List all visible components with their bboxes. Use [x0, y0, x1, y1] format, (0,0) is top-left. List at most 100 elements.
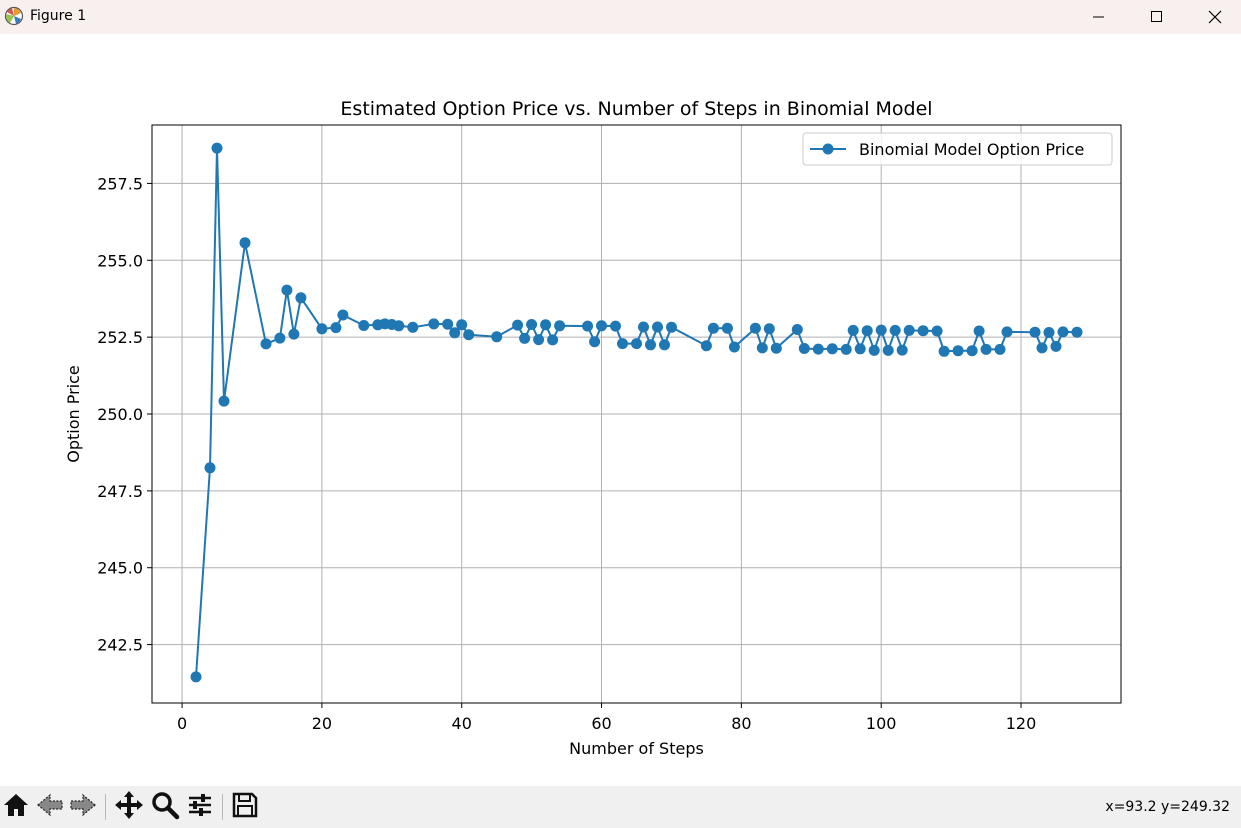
- data-point: [1057, 326, 1069, 338]
- toolbar-separator: [105, 794, 106, 820]
- data-point: [596, 320, 607, 332]
- data-point: [812, 343, 824, 355]
- data-point: [239, 237, 251, 249]
- x-tick-label: 120: [1006, 714, 1037, 733]
- data-point: [659, 339, 670, 351]
- data-point: [861, 325, 873, 337]
- data-point: [980, 343, 992, 355]
- data-point: [554, 320, 566, 332]
- home-button[interactable]: [0, 791, 32, 823]
- data-point: [617, 338, 628, 350]
- chart-svg: 0 20 40 60 80 100 120 242.5 245.0 247.5 250.0 252.…: [64, 98, 1122, 758]
- data-point: [666, 321, 677, 333]
- data-point: [868, 344, 880, 356]
- data-point: [288, 328, 300, 340]
- data-point: [889, 324, 901, 336]
- zoom-button[interactable]: [149, 791, 181, 823]
- legend-label: Binomial Model Option Price: [859, 140, 1084, 159]
- close-icon: [1208, 10, 1222, 24]
- data-point: [638, 321, 649, 333]
- data-point: [847, 324, 859, 336]
- x-tick-label: 100: [866, 714, 897, 733]
- data-point: [519, 332, 531, 344]
- data-point: [728, 341, 740, 353]
- data-point: [931, 325, 943, 337]
- data-point: [428, 318, 440, 330]
- data-point: [763, 323, 775, 335]
- data-point: [449, 327, 461, 339]
- data-point: [770, 342, 782, 354]
- data-point: [512, 319, 524, 331]
- data-point: [526, 319, 538, 330]
- data-point: [211, 142, 223, 154]
- maximize-button[interactable]: [1128, 0, 1186, 34]
- data-point: [756, 342, 768, 354]
- series-layer: [190, 142, 1083, 683]
- data-point: [330, 322, 342, 334]
- data-point: [610, 320, 621, 332]
- pan-button[interactable]: [113, 791, 145, 823]
- save-button[interactable]: [229, 791, 261, 823]
- data-point: [882, 344, 894, 356]
- legend: Binomial Model Option Price: [802, 132, 1113, 166]
- data-point: [721, 322, 733, 334]
- data-point: [707, 322, 719, 334]
- x-tick-label: 0: [177, 714, 187, 733]
- data-point: [994, 343, 1006, 355]
- window-title: Figure 1: [30, 8, 87, 24]
- data-point: [547, 334, 559, 346]
- data-point: [1001, 326, 1013, 338]
- data-point: [652, 321, 663, 333]
- figure-canvas[interactable]: 0 20 40 60 80 100 120 242.5 245.0 247.5 250.0 252.…: [0, 34, 1241, 786]
- data-point: [938, 345, 950, 357]
- data-point: [896, 344, 908, 356]
- x-tick-label: 40: [452, 714, 472, 733]
- cursor-coordinates: x=93.2 y=249.32: [1105, 799, 1230, 815]
- data-point: [190, 671, 202, 683]
- series-line: [195, 147, 1078, 677]
- grid-lines: [152, 125, 1121, 703]
- data-point: [491, 331, 503, 343]
- minimize-button[interactable]: [1070, 0, 1128, 34]
- data-point: [204, 462, 216, 474]
- data-point: [645, 339, 656, 351]
- chart-title: Estimated Option Price vs. Number of Ste…: [340, 98, 932, 120]
- data-point: [1071, 326, 1083, 338]
- x-tick-label: 60: [591, 714, 611, 733]
- toolbar-separator: [222, 794, 223, 820]
- y-tick-label: 255.0: [97, 251, 143, 270]
- back-icon: [36, 791, 64, 823]
- data-point: [540, 319, 552, 331]
- data-point: [840, 343, 852, 355]
- y-tick-label: 257.5: [97, 174, 143, 193]
- back-button[interactable]: [34, 791, 66, 823]
- legend-marker: [822, 143, 834, 155]
- data-point: [337, 309, 349, 321]
- forward-button[interactable]: [67, 791, 99, 823]
- data-point: [316, 323, 328, 335]
- data-point: [582, 320, 594, 332]
- y-tick-label: 252.5: [97, 328, 143, 347]
- forward-icon: [69, 791, 97, 823]
- data-point: [952, 345, 964, 357]
- close-button[interactable]: [1186, 0, 1241, 34]
- data-point: [533, 334, 545, 346]
- data-point: [1050, 340, 1062, 352]
- zoom-icon: [150, 790, 180, 824]
- data-point: [903, 324, 915, 336]
- data-point: [1036, 342, 1048, 354]
- x-tick-label: 20: [312, 714, 332, 733]
- data-point: [854, 343, 866, 355]
- data-point: [1043, 327, 1055, 338]
- home-icon: [2, 791, 30, 823]
- configure-subplots-icon: [186, 791, 214, 823]
- y-axis-label: Option Price: [64, 365, 83, 463]
- configure-subplots-button[interactable]: [184, 791, 216, 823]
- y-tick-label: 242.5: [97, 636, 143, 655]
- x-axis-ticks: 0 20 40 60 80 100 120: [177, 703, 1036, 733]
- data-point: [295, 292, 307, 304]
- data-point: [442, 318, 454, 330]
- data-point: [700, 340, 712, 352]
- data-point: [798, 343, 810, 354]
- data-point: [274, 332, 286, 344]
